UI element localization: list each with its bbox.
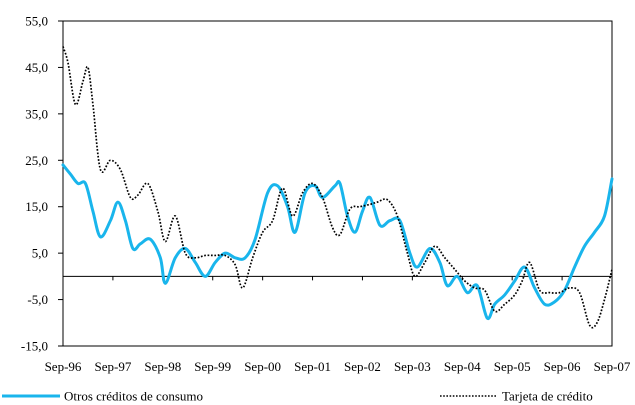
x-tick-label: Sep-05: [494, 359, 531, 374]
y-axis: -15,0 -5,0 5,0 15,0 25,0 35,0 45,0 55,0: [21, 14, 63, 354]
x-tick-label: Sep-02: [344, 359, 381, 374]
y-tick-label: 25,0: [25, 153, 48, 168]
x-tick-label: Sep-00: [244, 359, 281, 374]
x-tick-label: Sep-97: [94, 359, 131, 374]
x-tick-label: Sep-99: [194, 359, 231, 374]
x-tick-label: Sep-01: [294, 359, 331, 374]
x-tick-label: Sep-98: [144, 359, 181, 374]
y-tick-label: 35,0: [25, 106, 48, 121]
x-tick-label: Sep-07: [594, 359, 631, 374]
y-tick-label: 45,0: [25, 60, 48, 75]
x-tick-label: Sep-03: [394, 359, 431, 374]
series-line-otros-creditos-de-consumo: [61, 163, 614, 321]
series-line-tarjeta-de-credito: [62, 46, 613, 329]
x-tick-label: Sep-96: [45, 359, 82, 374]
y-tick-label: 5,0: [32, 246, 48, 261]
legend: Otros créditos de consumo Tarjeta de cré…: [2, 389, 593, 404]
y-tick-label: -5,0: [27, 292, 48, 307]
x-tick-label: Sep-04: [444, 359, 481, 374]
legend-label-otros-creditos: Otros créditos de consumo: [64, 389, 203, 404]
series-lines: [61, 46, 614, 329]
y-tick-label: 55,0: [25, 14, 48, 29]
y-tick-label: -15,0: [21, 339, 48, 354]
legend-label-tarjeta-de-credito: Tarjeta de crédito: [502, 389, 593, 404]
x-tick-label: Sep-06: [544, 359, 581, 374]
y-tick-label: 15,0: [25, 199, 48, 214]
x-axis: Sep-96 Sep-97 Sep-98 Sep-99 Sep-00 Sep-01 Sep-…: [45, 276, 631, 374]
